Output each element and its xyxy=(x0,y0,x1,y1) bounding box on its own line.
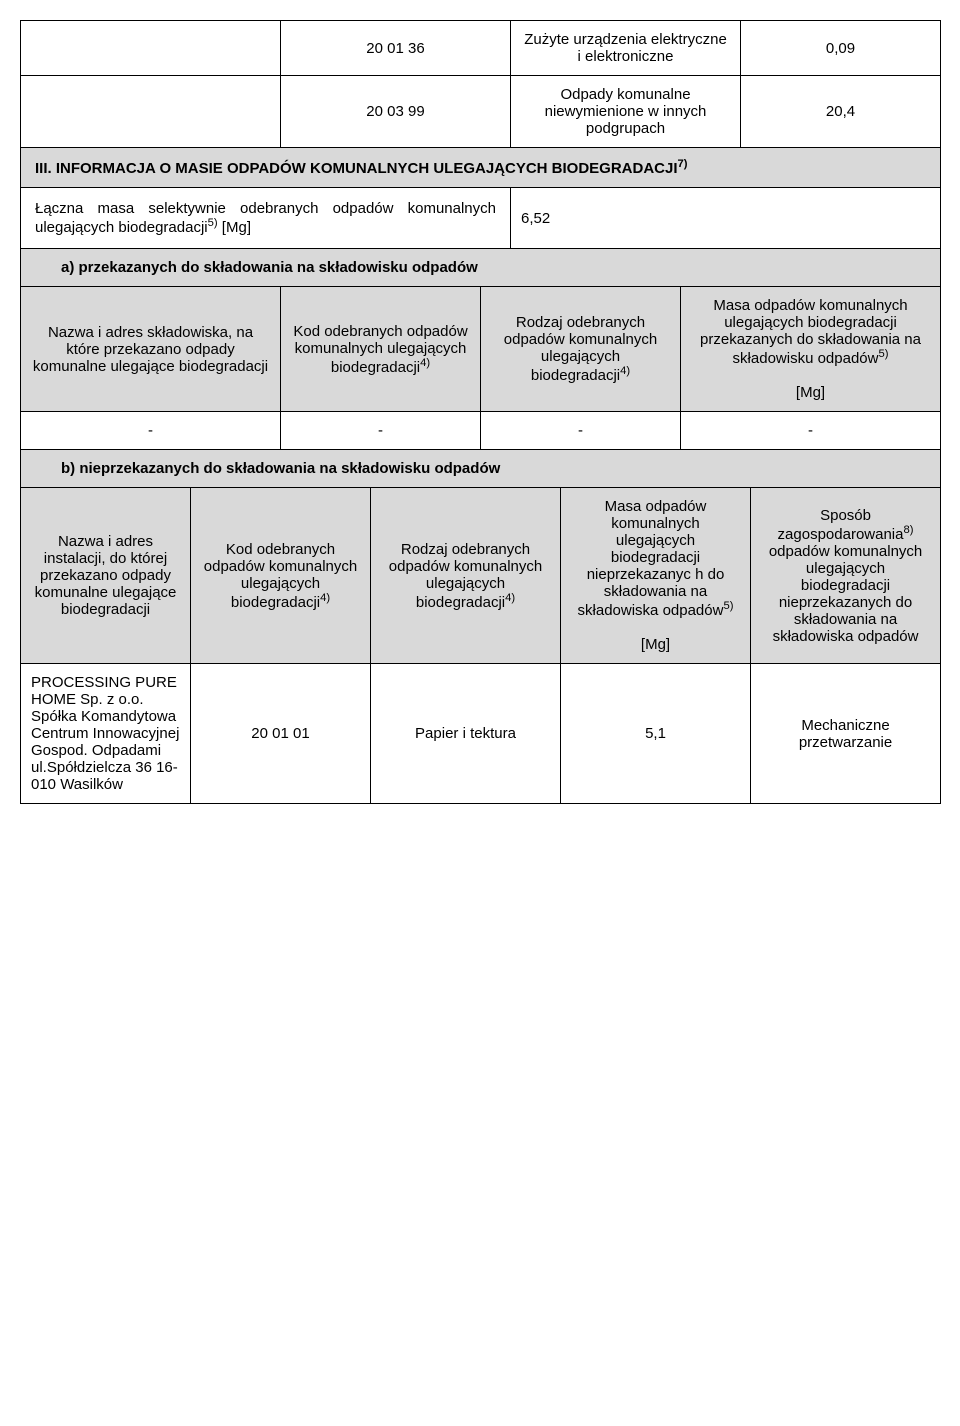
section3-header-row: III. INFORMACJA O MASIE ODPADÓW KOMUNALN… xyxy=(21,148,941,188)
section-a-h4-sup: 5) xyxy=(878,348,888,360)
section3-mass-label-suffix: [Mg] xyxy=(218,219,251,236)
section-a-h4: Masa odpadów komunalnych ulegających bio… xyxy=(681,287,941,412)
section-a-c2: - xyxy=(281,412,481,450)
section-b-c3: Papier i tektura xyxy=(371,664,561,804)
cell-mass: 20,4 xyxy=(741,76,941,148)
section-b-h4-text: Masa odpadów komunalnych ulegających bio… xyxy=(578,498,725,619)
section3-mass-row: Łączna masa selektywnie odebranych odpad… xyxy=(21,188,941,249)
section-b-c1: PROCESSING PURE HOME Sp. z o.o. Spółka K… xyxy=(21,664,191,804)
cell-desc: Odpady komunalne niewymienione w innych … xyxy=(511,76,741,148)
cell-code: 20 03 99 xyxy=(281,76,511,148)
section-b-h5: Sposób zagospodarowania8) odpadów komuna… xyxy=(751,488,941,664)
table-row: 20 01 36 Zużyte urządzenia elektryczne i… xyxy=(21,21,941,76)
section-b-h4-sup: 5) xyxy=(723,600,733,612)
section-a-row: - - - - xyxy=(21,412,941,450)
section-b-h4: Masa odpadów komunalnych ulegających bio… xyxy=(561,488,751,664)
section-b-header-row: Nazwa i adres instalacji, do której prze… xyxy=(21,488,941,664)
section-b-row: PROCESSING PURE HOME Sp. z o.o. Spółka K… xyxy=(21,664,941,804)
section-a-table: a) przekazanych do składowania na składo… xyxy=(20,248,941,450)
section-b-h4-suffix: [Mg] xyxy=(641,636,670,653)
section-b-h2: Kod odebranych odpadów komunalnych ulega… xyxy=(191,488,371,664)
section-b-h3: Rodzaj odebranych odpadów komunalnych ul… xyxy=(371,488,561,664)
section3-mass-label-text: Łączna masa selektywnie odebranych odpad… xyxy=(35,200,496,236)
section3-title-sup: 7) xyxy=(678,158,688,170)
section-b-title-row: b) nieprzekazanych do składowania na skł… xyxy=(21,450,941,488)
section-a-h2-sup: 4) xyxy=(420,357,430,369)
section-b-h1: Nazwa i adres instalacji, do której prze… xyxy=(21,488,191,664)
section-a-h3-text: Rodzaj odebranych odpadów komunalnych ul… xyxy=(504,314,657,384)
section-a-h1: Nazwa i adres składowiska, na które prze… xyxy=(21,287,281,412)
table-row: 20 03 99 Odpady komunalne niewymienione … xyxy=(21,76,941,148)
section3-title-text: III. INFORMACJA O MASIE ODPADÓW KOMUNALN… xyxy=(35,160,678,177)
section-a-title: a) przekazanych do składowania na składo… xyxy=(21,249,941,287)
section-b-h2-text: Kod odebranych odpadów komunalnych ulega… xyxy=(204,541,357,611)
top-table: 20 01 36 Zużyte urządzenia elektryczne i… xyxy=(20,20,941,249)
section-b-title: b) nieprzekazanych do składowania na skł… xyxy=(21,450,941,488)
section-a-c1: - xyxy=(21,412,281,450)
section-a-h2-text: Kod odebranych odpadów komunalnych ulega… xyxy=(293,323,467,376)
cell-desc: Zużyte urządzenia elektryczne i elektron… xyxy=(511,21,741,76)
section-a-c3: - xyxy=(481,412,681,450)
section-b-h3-text: Rodzaj odebranych odpadów komunalnych ul… xyxy=(389,541,542,611)
section-b-h3-sup: 4) xyxy=(505,592,515,604)
section-a-h2: Kod odebranych odpadów komunalnych ulega… xyxy=(281,287,481,412)
section-b-h5-suffix: odpadów komunalnych ulegających biodegra… xyxy=(769,543,922,645)
cell-mass: 0,09 xyxy=(741,21,941,76)
section-b-h5-sup: 8) xyxy=(903,524,913,536)
section-b-h2-sup: 4) xyxy=(320,592,330,604)
section-b-table: b) nieprzekazanych do składowania na skł… xyxy=(20,449,941,804)
cell-empty xyxy=(21,21,281,76)
section-b-c2: 20 01 01 xyxy=(191,664,371,804)
section-b-h5-text: Sposób zagospodarowania xyxy=(778,507,904,543)
section-a-header-row: Nazwa i adres składowiska, na które prze… xyxy=(21,287,941,412)
section-b-c5: Mechaniczne przetwarzanie xyxy=(751,664,941,804)
section-a-h3-sup: 4) xyxy=(620,365,630,377)
section-a-h4-suffix: [Mg] xyxy=(796,384,825,401)
cell-code: 20 01 36 xyxy=(281,21,511,76)
section-b-c4: 5,1 xyxy=(561,664,751,804)
cell-empty xyxy=(21,76,281,148)
section-a-c4: - xyxy=(681,412,941,450)
section3-title: III. INFORMACJA O MASIE ODPADÓW KOMUNALN… xyxy=(21,148,941,188)
section3-mass-label: Łączna masa selektywnie odebranych odpad… xyxy=(21,188,511,249)
section3-mass-value: 6,52 xyxy=(511,188,941,249)
section3-mass-label-sup: 5) xyxy=(208,217,218,229)
section-a-h3: Rodzaj odebranych odpadów komunalnych ul… xyxy=(481,287,681,412)
section-a-title-row: a) przekazanych do składowania na składo… xyxy=(21,249,941,287)
